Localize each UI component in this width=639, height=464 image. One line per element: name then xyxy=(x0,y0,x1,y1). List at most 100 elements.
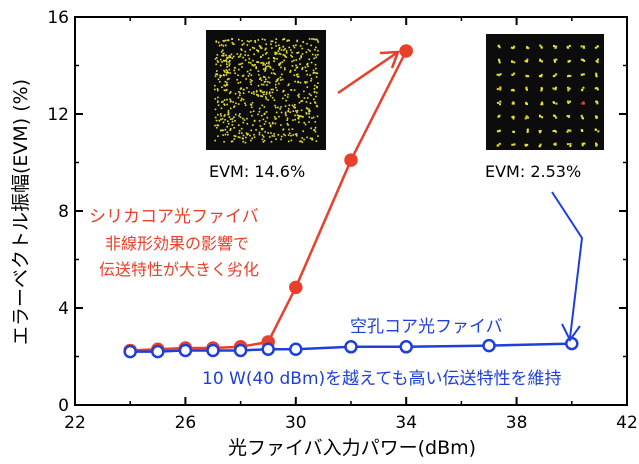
constellation-dot xyxy=(233,106,235,108)
constellation-dot xyxy=(234,92,237,95)
constellation-dot xyxy=(314,102,317,104)
constellation-dot xyxy=(265,111,268,113)
constellation-dot xyxy=(214,139,216,142)
constellation-dot xyxy=(297,81,299,84)
constellation-dot xyxy=(260,95,262,97)
constellation-dot xyxy=(287,93,289,96)
constellation-dot xyxy=(251,46,254,49)
constellation-dot xyxy=(264,120,267,123)
constellation-dot xyxy=(541,116,544,119)
constellation-dot xyxy=(217,124,220,127)
constellation-dot xyxy=(274,53,277,56)
constellation-dot xyxy=(248,40,250,43)
constellation-dot xyxy=(498,74,501,77)
constellation-dot xyxy=(263,93,265,96)
constellation-dot xyxy=(294,114,296,117)
constellation-dot xyxy=(265,66,268,68)
constellation-dot xyxy=(264,53,267,55)
constellation-dot xyxy=(229,129,232,131)
constellation-dot xyxy=(271,135,274,137)
constellation-dot xyxy=(261,138,264,141)
constellation-dot xyxy=(497,115,500,118)
constellation-dot xyxy=(301,53,304,55)
constellation-dot xyxy=(311,137,313,140)
constellation-dot xyxy=(295,59,298,61)
constellation-dot xyxy=(526,143,529,146)
constellation-dot xyxy=(224,133,227,136)
constellation-dot xyxy=(306,107,309,110)
constellation-dot xyxy=(580,73,583,76)
constellation-dot xyxy=(594,115,597,118)
constellation-dot xyxy=(280,66,282,69)
constellation-dot xyxy=(540,73,543,76)
constellation-dot xyxy=(222,74,225,76)
constellation-dot xyxy=(253,47,256,50)
constellation-dot xyxy=(296,52,298,54)
constellation-dot xyxy=(226,39,229,42)
constellation-dot xyxy=(223,103,225,105)
constellation-dot xyxy=(218,119,221,122)
constellation-dot xyxy=(226,98,228,101)
constellation-dot xyxy=(243,42,245,45)
constellation-dot xyxy=(273,72,275,75)
constellation-dot xyxy=(251,64,254,66)
constellation-dot xyxy=(220,44,223,46)
constellation-dot xyxy=(308,110,310,113)
constellation-dot xyxy=(214,84,216,87)
constellation-dot xyxy=(223,141,225,143)
constellation-dot xyxy=(260,90,263,93)
constellation-dot xyxy=(239,81,242,84)
constellation-dot xyxy=(595,72,598,75)
constellation-dot xyxy=(214,108,217,111)
constellation-dot xyxy=(226,71,229,74)
constellation-dot xyxy=(306,73,308,76)
constellation-dot xyxy=(304,123,307,126)
constellation-dot xyxy=(293,106,296,109)
constellation-dot xyxy=(241,75,244,77)
constellation-dot xyxy=(582,117,585,120)
constellation-dot xyxy=(269,124,272,126)
constellation-dot xyxy=(215,119,218,122)
constellation-dot xyxy=(238,113,241,115)
constellation-dot xyxy=(594,128,597,131)
constellation-dot xyxy=(214,75,217,78)
constellation-dot xyxy=(294,118,297,121)
constellation-dot xyxy=(260,62,262,64)
constellation-dot xyxy=(229,55,232,58)
constellation-dot xyxy=(259,45,262,48)
constellation-dot xyxy=(270,88,273,91)
constellation-dot xyxy=(249,78,252,81)
constellation-dot xyxy=(288,104,291,107)
constellation-dot xyxy=(538,75,541,78)
constellation-dot xyxy=(215,63,217,66)
constellation-dot xyxy=(249,111,252,113)
constellation-dot xyxy=(246,87,248,89)
constellation-dot xyxy=(259,56,262,58)
constellation-dot xyxy=(261,91,264,94)
constellation-dot xyxy=(316,105,319,108)
constellation-dot xyxy=(302,41,304,43)
constellation-dot xyxy=(291,60,293,63)
data-point xyxy=(261,342,275,356)
constellation-dot xyxy=(273,99,276,101)
constellation-dot xyxy=(282,97,284,100)
constellation-dot xyxy=(303,138,305,141)
constellation-dot xyxy=(290,139,293,142)
constellation-dot xyxy=(498,61,501,64)
constellation-dot xyxy=(254,63,256,66)
constellation-dot xyxy=(305,113,308,115)
constellation-dot xyxy=(305,51,308,54)
constellation-dot xyxy=(269,95,272,97)
constellation-dot xyxy=(511,102,514,105)
constellation-dot xyxy=(296,111,298,114)
constellation-dot xyxy=(273,57,275,59)
constellation-dot xyxy=(287,108,290,110)
constellation-dot xyxy=(280,138,282,141)
constellation-dot xyxy=(263,81,266,83)
constellation-dot xyxy=(295,67,298,69)
constellation-dot xyxy=(497,58,500,61)
constellation-dot xyxy=(286,119,289,121)
constellation-dot xyxy=(252,124,254,126)
constellation-dot xyxy=(253,93,255,95)
constellation-dot xyxy=(257,50,260,53)
